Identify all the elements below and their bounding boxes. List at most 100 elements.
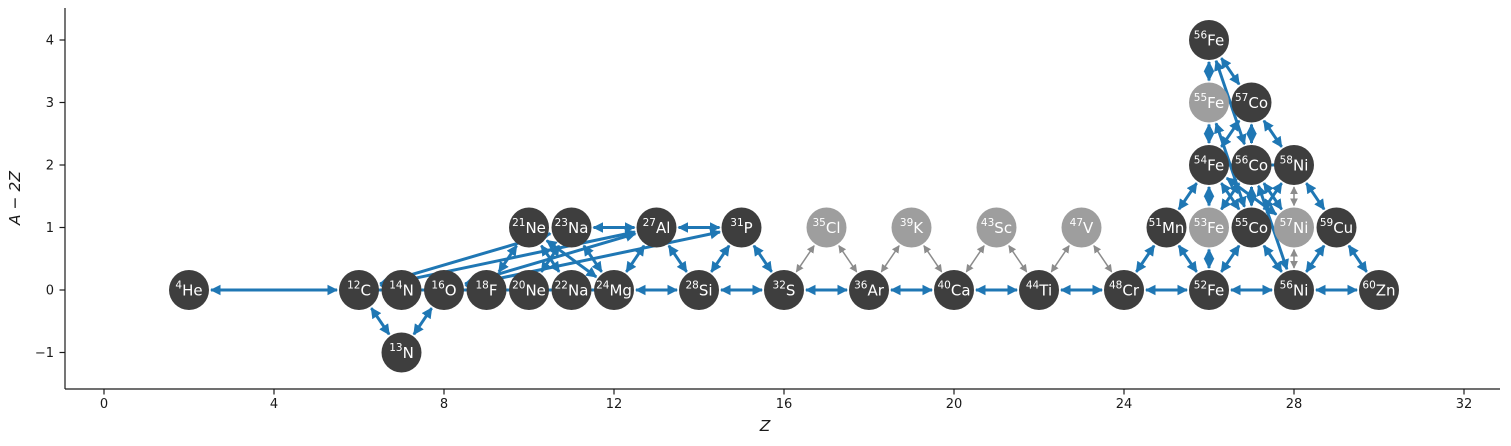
nuclide-mass-number: 31 [730, 217, 743, 229]
nuclide-label: 18F [475, 280, 497, 300]
nuclide-mass-number: 39 [900, 217, 913, 229]
nuclide-label: 60Zn [1362, 280, 1395, 300]
nuclide-label: 39K [900, 217, 924, 237]
nuclide-label: 27Al [643, 217, 671, 237]
nuclide-circle [551, 207, 592, 248]
nuclide-mass-number: 54 [1194, 155, 1208, 167]
nuclide-circle [891, 207, 932, 248]
nuclide-circle [169, 270, 209, 310]
nuclide-symbol: P [744, 219, 753, 237]
nuclide-circle [509, 270, 549, 310]
x-axis-label: Z [759, 417, 771, 435]
reaction-edge-Si28-P31 [710, 244, 731, 273]
nuclide-symbol: Mn [1162, 219, 1184, 237]
y-tick-label: −1 [35, 346, 54, 361]
reaction-edge-C12-N13 [370, 307, 391, 336]
nuclide-N13: 13N [381, 332, 422, 373]
nuclide-mass-number: 48 [1109, 280, 1122, 292]
nuclide-S32: 32S [764, 270, 804, 310]
nuclide-symbol: Ar [867, 282, 884, 300]
nuclide-circle [466, 270, 507, 310]
x-tick-label: 28 [1286, 397, 1303, 412]
nuclide-mass-number: 12 [347, 280, 360, 292]
reaction-edge-Ni58-Cu59 [1305, 182, 1326, 211]
nuclide-symbol: K [913, 219, 924, 237]
nuclide-Co56: 56Co [1231, 145, 1272, 185]
nuclide-label: 54Fe [1194, 155, 1224, 175]
nuclide-mass-number: 55 [1235, 217, 1248, 229]
nuclide-circle [1316, 207, 1357, 248]
nuclide-label: 55Co [1235, 217, 1268, 237]
nuclide-label: 14N [389, 280, 414, 300]
nuclide-Cu59: 59Cu [1316, 207, 1357, 248]
nuclide-symbol: Ni [1293, 219, 1308, 237]
reaction-edge-Al27-Si28 [667, 244, 688, 273]
nuclide-label: 23Na [555, 217, 589, 237]
y-tick-label: 2 [46, 159, 54, 174]
nuclide-symbol: Ti [1038, 282, 1052, 300]
nuclide-symbol: Sc [994, 219, 1012, 237]
nuclide-mass-number: 60 [1362, 280, 1375, 292]
nuclide-mass-number: 16 [431, 280, 445, 292]
nuclide-mass-number: 47 [1070, 217, 1083, 229]
nuclide-mass-number: 53 [1194, 217, 1207, 229]
nuclide-circle [594, 270, 634, 310]
nuclide-symbol: F [489, 282, 498, 300]
nuclide-symbol: Cr [1122, 282, 1139, 300]
x-tick-label: 32 [1456, 397, 1473, 412]
nuclide-label: 48Cr [1109, 280, 1140, 300]
nuclide-label: 32S [773, 280, 796, 300]
nuclide-Mn51: 51Mn [1146, 207, 1187, 248]
nuclide-Ca40: 40Ca [934, 270, 974, 310]
nuclide-symbol: Ni [1293, 282, 1308, 300]
nuclide-Ne20: 20Ne [509, 270, 549, 310]
nuclide-Ni58: 58Ni [1274, 145, 1314, 185]
nuclide-Cl35: 35Cl [806, 207, 847, 248]
nuclide-label: 31P [730, 217, 752, 237]
x-tick-label: 8 [440, 397, 448, 412]
nuclide-mass-number: 13 [389, 342, 402, 354]
reaction-edge-Mn51-Fe52 [1177, 244, 1198, 273]
nuclide-label: 57Co [1235, 92, 1268, 112]
nuclide-symbol: Fe [1207, 32, 1224, 50]
nuclide-circle [1274, 270, 1314, 310]
nuclide-mass-number: 24 [596, 280, 610, 292]
nuclide-circle [1231, 145, 1272, 185]
x-tick-label: 16 [776, 397, 793, 412]
nuclide-Cr48: 48Cr [1104, 270, 1144, 310]
reaction-edge-Cl35-Ar36 [838, 245, 858, 273]
nuclide-label: 28Si [685, 280, 712, 300]
nuclide-Co57: 57Co [1231, 82, 1272, 123]
nuclide-label: 35Cl [812, 217, 840, 237]
nuclide-Ni57: 57Ni [1274, 207, 1314, 248]
nuclide-label: 56Co [1235, 155, 1268, 175]
nuclide-circle [1231, 82, 1272, 123]
nuclide-label: 43Sc [981, 217, 1012, 237]
nuclide-K39: 39K [891, 207, 932, 248]
reaction-edge-Fe52-Co55 [1220, 244, 1241, 273]
nuclide-V47: 47V [1061, 207, 1102, 248]
nuclide-mass-number: 27 [643, 217, 656, 229]
nuclide-mass-number: 4 [175, 280, 182, 292]
nuclide-label: 40Ca [937, 280, 970, 300]
nuclide-circle [381, 332, 422, 373]
nuclide-mass-number: 56 [1235, 155, 1249, 167]
nuclide-mass-number: 14 [389, 280, 403, 292]
nuclide-C12: 12C [339, 270, 379, 310]
nuclide-Na23: 23Na [551, 207, 592, 248]
nuclide-mass-number: 56 [1280, 280, 1294, 292]
nuclide-label: 52Fe [1194, 280, 1224, 300]
reaction-edge-Ti44-V47 [1050, 245, 1070, 273]
nuclide-symbol: Mg [609, 282, 631, 300]
nuclide-mass-number: 57 [1235, 92, 1248, 104]
nuclide-label: 56Ni [1280, 280, 1309, 300]
nuclide-circle [1061, 207, 1102, 248]
reaction-edges [209, 57, 1368, 336]
nuclide-mass-number: 58 [1280, 155, 1293, 167]
y-tick-label: 1 [46, 221, 54, 236]
nuclide-Fe56: 56Fe [1189, 20, 1229, 60]
nuclide-symbol: Zn [1376, 282, 1396, 300]
reaction-edge-Ca40-Sc43 [965, 245, 985, 273]
